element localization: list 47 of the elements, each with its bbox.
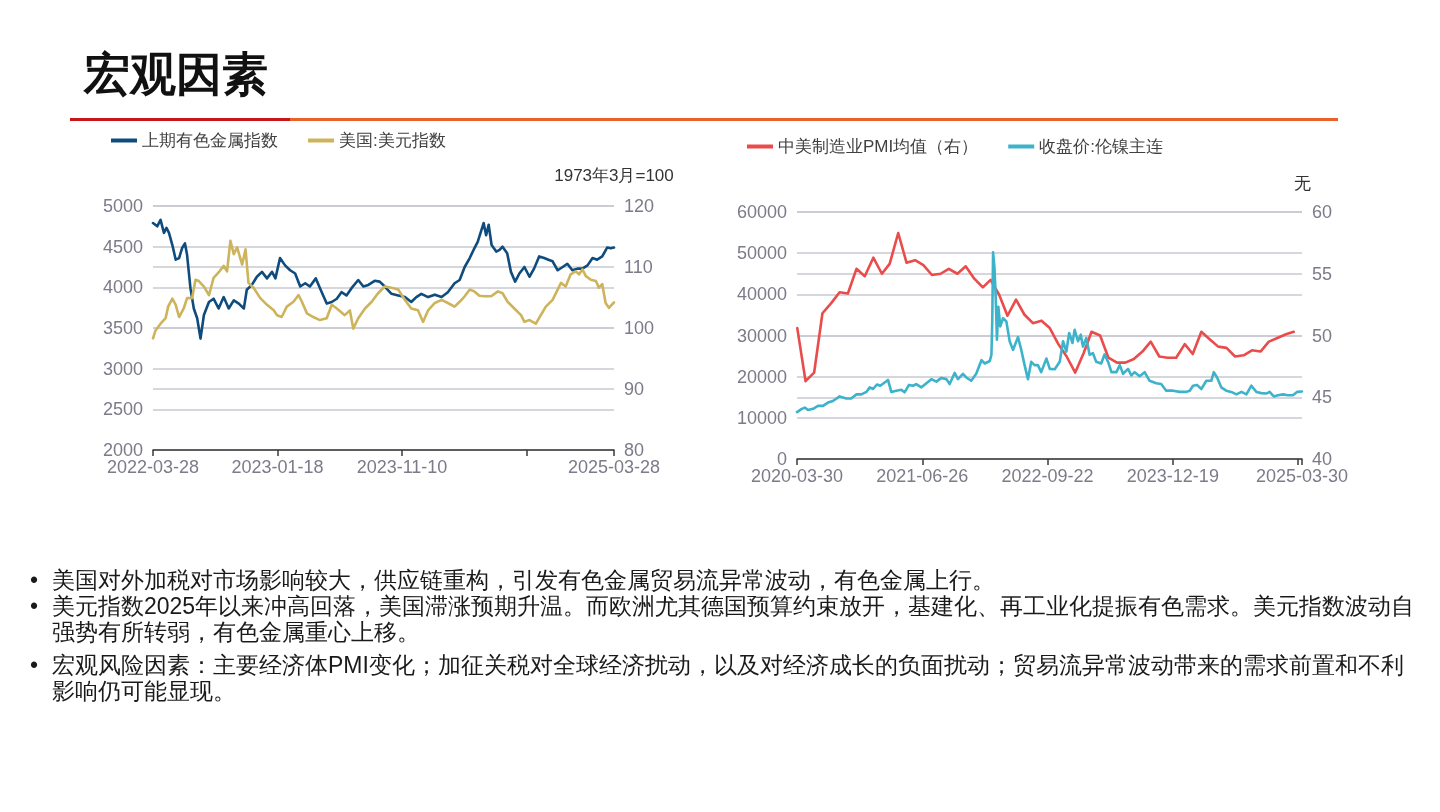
y2-tick-label: 45 xyxy=(1312,387,1333,408)
x-tick-label: 2025-03-28 xyxy=(567,457,661,477)
y-tick-label: 40000 xyxy=(736,284,787,305)
legend-label: 收盘价:伦镍主连 xyxy=(1039,137,1163,156)
y2-tick-label: 100 xyxy=(624,318,655,338)
line-series xyxy=(795,231,1295,383)
x-tick-label: 2023-11-10 xyxy=(356,457,448,477)
y-tick-label: 4500 xyxy=(102,236,143,257)
y2-tick-label: 80 xyxy=(624,440,645,460)
y2-tick-label: 60 xyxy=(1312,202,1333,222)
line-series xyxy=(151,239,616,340)
x-tick-label: 2025-03-30 xyxy=(1255,466,1349,486)
y-tick-label: 5000 xyxy=(102,196,143,216)
y-tick-label: 0 xyxy=(776,449,787,469)
y-tick-label: 60000 xyxy=(736,202,787,222)
text: • 宏观风险因素：主要经济体PMI变化；加征关税对全球经济扰动，以及对经济成长的负面扰动；贸易流异常波动带来的需求前置和不利影响仍可能显现。 xyxy=(30,652,1404,704)
y-tick-label: 3000 xyxy=(102,358,143,379)
y2-tick-label: 120 xyxy=(624,196,655,216)
text: • 美国对外加税对市场影响较大，供应链重构，引发有色金属贸易流异常波动，有色金属上行。 xyxy=(30,567,995,593)
x-tick-label: 2023-01-18 xyxy=(231,457,324,477)
y2-tick-label: 50 xyxy=(1312,325,1333,346)
x-tick-label: 2021-06-26 xyxy=(876,466,969,486)
y2-tick-label: 110 xyxy=(624,257,653,277)
text: 宏观因素 xyxy=(84,47,268,102)
y2-axis-title: 无 xyxy=(1293,174,1311,193)
y-tick-label: 2500 xyxy=(102,399,143,420)
x-tick-label: 2020-03-30 xyxy=(750,466,844,486)
y-tick-label: 10000 xyxy=(736,407,787,428)
y2-tick-label: 90 xyxy=(624,379,645,399)
y2-axis-title: 1973年3月=100 xyxy=(554,166,674,185)
line-series xyxy=(151,218,616,340)
legend-label: 上期有色金属指数 xyxy=(142,131,278,150)
y-tick-label: 30000 xyxy=(736,325,787,346)
legend-label: 中美制造业PMI均值（右） xyxy=(778,137,979,156)
y2-tick-label: 40 xyxy=(1312,449,1333,469)
legend-label: 美国:美元指数 xyxy=(339,131,446,150)
y-tick-label: 20000 xyxy=(736,366,787,387)
y-tick-label: 4000 xyxy=(102,277,143,298)
line-series xyxy=(795,251,1304,414)
y-tick-label: 2000 xyxy=(102,440,143,460)
x-tick-label: 2022-03-28 xyxy=(106,457,200,477)
y-tick-label: 3500 xyxy=(102,318,143,338)
text: • 美元指数2025年以来冲高回落，美国滞涨预期升温。而欧洲尤其德国预算约束放开，基建化、再工业化提振有色需求。美元指数波动自强势有所转弱，有色金属重心上移。 xyxy=(30,593,1415,645)
x-tick-label: 2023-12-19 xyxy=(1126,466,1219,486)
y2-tick-label: 55 xyxy=(1312,263,1333,284)
y-tick-label: 50000 xyxy=(736,243,787,264)
x-tick-label: 2022-09-22 xyxy=(1001,466,1094,486)
